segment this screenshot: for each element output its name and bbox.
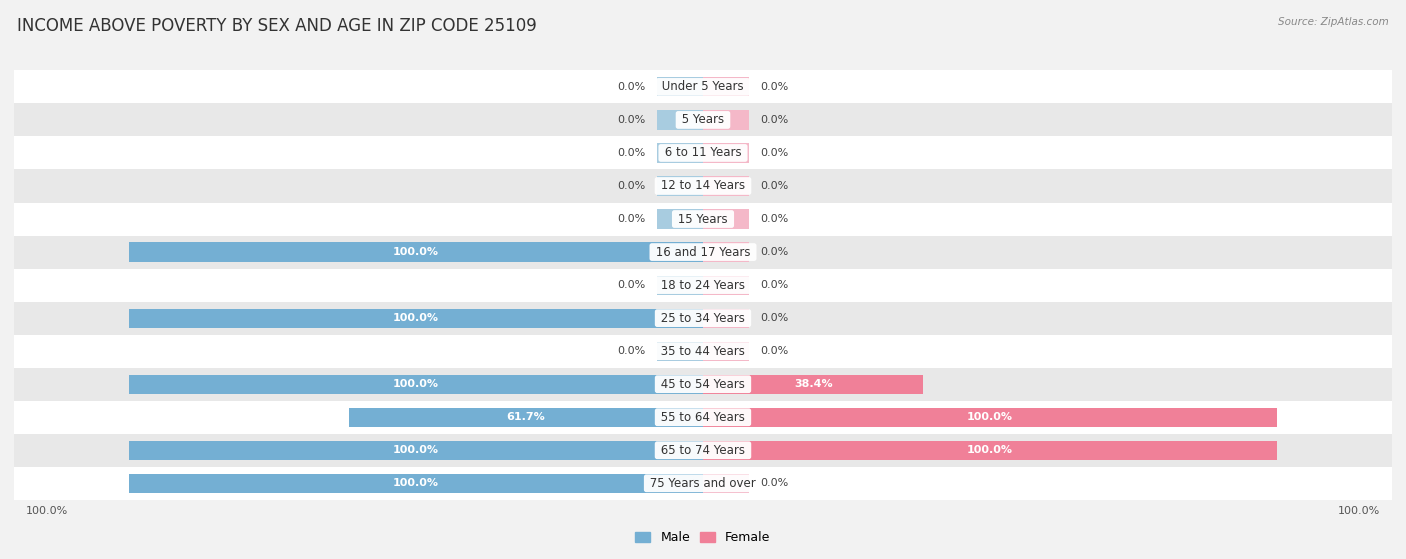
Bar: [703, 309, 749, 328]
Text: 75 Years and over: 75 Years and over: [647, 477, 759, 490]
Text: 0.0%: 0.0%: [761, 148, 789, 158]
Text: 6 to 11 Years: 6 to 11 Years: [661, 146, 745, 159]
Bar: [703, 143, 749, 163]
Text: 0.0%: 0.0%: [761, 313, 789, 323]
Text: 65 to 74 Years: 65 to 74 Years: [657, 444, 749, 457]
Bar: [0, 467, 1406, 500]
Bar: [129, 440, 703, 460]
Text: 100.0%: 100.0%: [392, 379, 439, 389]
Text: 0.0%: 0.0%: [761, 181, 789, 191]
Text: Under 5 Years: Under 5 Years: [658, 80, 748, 93]
Text: 55 to 64 Years: 55 to 64 Years: [657, 411, 749, 424]
Text: 18 to 24 Years: 18 to 24 Years: [657, 278, 749, 292]
Bar: [129, 473, 703, 493]
Bar: [0, 169, 1406, 202]
Text: 100.0%: 100.0%: [392, 313, 439, 323]
Text: 25 to 34 Years: 25 to 34 Years: [657, 311, 749, 325]
Bar: [703, 473, 749, 493]
Bar: [703, 243, 749, 262]
Bar: [657, 77, 703, 97]
Text: 5 Years: 5 Years: [678, 113, 728, 126]
Text: 100.0%: 100.0%: [967, 412, 1014, 422]
Bar: [657, 143, 703, 163]
Bar: [0, 302, 1406, 335]
Text: 16 and 17 Years: 16 and 17 Years: [652, 245, 754, 259]
Bar: [0, 136, 1406, 169]
Bar: [657, 110, 703, 130]
Bar: [703, 408, 1277, 427]
Bar: [129, 243, 703, 262]
Bar: [0, 70, 1406, 103]
Text: 0.0%: 0.0%: [761, 115, 789, 125]
Bar: [657, 210, 703, 229]
Text: 0.0%: 0.0%: [761, 247, 789, 257]
Bar: [703, 276, 749, 295]
Bar: [0, 401, 1406, 434]
Text: 0.0%: 0.0%: [761, 346, 789, 356]
Bar: [0, 268, 1406, 302]
Bar: [657, 177, 703, 196]
Bar: [657, 342, 703, 361]
Text: 100.0%: 100.0%: [392, 479, 439, 488]
Bar: [0, 335, 1406, 368]
Bar: [0, 103, 1406, 136]
Text: 100.0%: 100.0%: [392, 446, 439, 455]
Text: 100.0%: 100.0%: [392, 247, 439, 257]
Text: 0.0%: 0.0%: [761, 280, 789, 290]
Bar: [703, 210, 749, 229]
Text: 0.0%: 0.0%: [617, 115, 645, 125]
Text: 38.4%: 38.4%: [794, 379, 832, 389]
Text: 0.0%: 0.0%: [617, 148, 645, 158]
Bar: [703, 110, 749, 130]
Text: 0.0%: 0.0%: [617, 214, 645, 224]
Text: 0.0%: 0.0%: [761, 214, 789, 224]
Text: 45 to 54 Years: 45 to 54 Years: [657, 378, 749, 391]
Text: INCOME ABOVE POVERTY BY SEX AND AGE IN ZIP CODE 25109: INCOME ABOVE POVERTY BY SEX AND AGE IN Z…: [17, 17, 537, 35]
Bar: [0, 202, 1406, 235]
Bar: [129, 309, 703, 328]
Bar: [0, 434, 1406, 467]
Bar: [129, 375, 703, 394]
Legend: Male, Female: Male, Female: [630, 526, 776, 549]
Text: 0.0%: 0.0%: [617, 346, 645, 356]
Bar: [0, 368, 1406, 401]
Bar: [349, 408, 703, 427]
Bar: [703, 342, 749, 361]
Text: 0.0%: 0.0%: [761, 479, 789, 488]
Bar: [703, 77, 749, 97]
Text: Source: ZipAtlas.com: Source: ZipAtlas.com: [1278, 17, 1389, 27]
Bar: [703, 375, 924, 394]
Text: 100.0%: 100.0%: [1339, 506, 1381, 517]
Bar: [703, 440, 1277, 460]
Text: 0.0%: 0.0%: [617, 82, 645, 92]
Text: 35 to 44 Years: 35 to 44 Years: [657, 345, 749, 358]
Text: 12 to 14 Years: 12 to 14 Years: [657, 179, 749, 192]
Text: 61.7%: 61.7%: [506, 412, 546, 422]
Text: 15 Years: 15 Years: [675, 212, 731, 225]
Text: 100.0%: 100.0%: [967, 446, 1014, 455]
Text: 0.0%: 0.0%: [617, 280, 645, 290]
Text: 100.0%: 100.0%: [25, 506, 67, 517]
Text: 0.0%: 0.0%: [761, 82, 789, 92]
Bar: [703, 177, 749, 196]
Bar: [0, 235, 1406, 268]
Text: 0.0%: 0.0%: [617, 181, 645, 191]
Bar: [657, 276, 703, 295]
